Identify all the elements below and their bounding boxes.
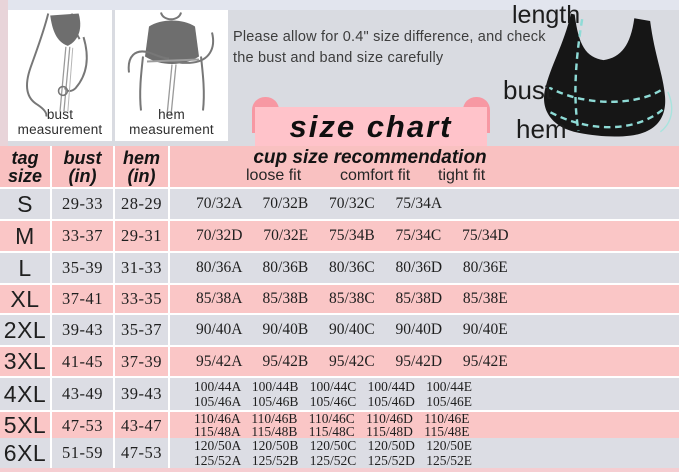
bra-illustration	[544, 13, 673, 137]
left-border-strip	[0, 0, 8, 146]
hem-label: hem	[516, 114, 567, 144]
size-tag: 2XL	[0, 315, 50, 345]
cup-sizes: 120/50A 120/50B 120/50C 120/50D 120/50E …	[170, 438, 679, 468]
size-tag: 6XL	[0, 438, 50, 468]
hem-range: 35-37	[115, 315, 168, 345]
size-tag: 4XL	[0, 378, 50, 410]
length-label: length	[512, 1, 581, 29]
hem-range: 33-35	[115, 285, 168, 313]
hem-range: 39-43	[115, 378, 168, 410]
size-tag: M	[0, 221, 50, 251]
hem-range: 29-31	[115, 221, 168, 251]
table-header-row: tag size bust (in) hem (in) cup size rec…	[0, 146, 679, 187]
length-measure-line	[574, 18, 584, 132]
size-tag: L	[0, 253, 50, 283]
banner-body: size chart	[255, 107, 487, 146]
bust-range: 33-37	[52, 221, 113, 251]
cup-sizes: 70/32D 70/32E 75/34B 75/34C 75/34D	[170, 221, 679, 251]
table-row-s: S 29-33 28-29 70/32A 70/32B 70/32C 75/34…	[0, 189, 679, 219]
bust-range: 51-59	[52, 438, 113, 468]
hem-range: 31-33	[115, 253, 168, 283]
col-header-tight-fit: tight fit	[438, 167, 486, 184]
cup-size-title: cup size recommendation	[253, 147, 487, 168]
size-tag: 5XL	[0, 412, 50, 439]
size-tag: XL	[0, 285, 50, 313]
cup-sizes: 70/32A 70/32B 70/32C 75/34A	[170, 189, 679, 219]
col-header-loose-fit: loose fit	[246, 167, 302, 184]
bust-label: bust	[503, 75, 553, 105]
hem-range: 37-39	[115, 347, 168, 376]
hem-range: 43-47	[115, 412, 168, 439]
size-table: tag size bust (in) hem (in) cup size rec…	[0, 146, 679, 472]
hem-measurement-card: hem measurement	[115, 10, 228, 141]
bust-range: 29-33	[52, 189, 113, 219]
bust-range: 43-49	[52, 378, 113, 410]
hem-measurement-illustration	[127, 12, 214, 116]
cup-sizes: 95/42A 95/42B 95/42C 95/42D 95/42E	[170, 347, 679, 376]
table-row-4xl: 4XL 43-49 39-43 100/44A 100/44B 100/44C …	[0, 378, 679, 410]
table-row-2xl: 2XL 39-43 35-37 90/40A 90/40B 90/40C 90/…	[0, 315, 679, 345]
cup-sizes: 100/44A 100/44B 100/44C 100/44D 100/44E …	[170, 378, 679, 410]
bust-measurement-card: bust measurement	[8, 10, 112, 141]
bust-range: 47-53	[52, 412, 113, 439]
cup-sizes: 85/38A 85/38B 85/38C 85/38D 85/38E	[170, 285, 679, 313]
table-row-5xl: 5XL 47-53 43-47 110/46A 110/46B 110/46C …	[0, 412, 679, 439]
cup-sizes: 80/36A 80/36B 80/36C 80/36D 80/36E	[170, 253, 679, 283]
cup-sizes: 110/46A 110/46B 110/46C 110/46D 110/46E …	[170, 412, 679, 439]
size-notice-line1: Please allow for 0.4" size difference, a…	[233, 29, 546, 45]
bust-measurement-illustration	[26, 13, 88, 117]
table-row-l: L 35-39 31-33 80/36A 80/36B 80/36C 80/36…	[0, 253, 679, 283]
size-notice: Please allow for 0.4" size difference, a…	[233, 27, 546, 69]
bottom-border-strip	[0, 468, 679, 472]
hem-measurement-caption: hem measurement	[129, 107, 214, 137]
top-border-strip	[0, 0, 679, 10]
col-header-bust: bust (in)	[52, 146, 113, 187]
hem-measure-line	[549, 107, 665, 129]
table-row-6xl: 6XL 51-59 47-53 120/50A 120/50B 120/50C …	[0, 438, 679, 468]
size-tag: 3XL	[0, 347, 50, 376]
col-header-hem: hem (in)	[115, 146, 168, 187]
table-row-3xl: 3XL 41-45 37-39 95/42A 95/42B 95/42C 95/…	[0, 347, 679, 376]
size-notice-line2: the bust and band size carefully	[233, 50, 444, 66]
hem-range: 47-53	[115, 438, 168, 468]
col-header-comfort-fit: comfort fit	[340, 167, 411, 184]
table-row-m: M 33-37 29-31 70/32D 70/32E 75/34B 75/34…	[0, 221, 679, 251]
bust-range: 39-43	[52, 315, 113, 345]
table-row-xl: XL 37-41 33-35 85/38A 85/38B 85/38C 85/3…	[0, 285, 679, 313]
cup-sizes: 90/40A 90/40B 90/40C 90/40D 90/40E	[170, 315, 679, 345]
col-header-cup-size: cup size recommendation loose fit comfor…	[170, 146, 679, 187]
size-tag: S	[0, 189, 50, 219]
bra-product-image	[530, 6, 679, 145]
bust-range: 37-41	[52, 285, 113, 313]
bust-measure-line	[546, 85, 665, 104]
size-chart-banner: size chart	[252, 97, 490, 146]
bust-range: 41-45	[52, 347, 113, 376]
bust-range: 35-39	[52, 253, 113, 283]
bust-measurement-caption: bust measurement	[17, 107, 103, 137]
hem-range: 28-29	[115, 189, 168, 219]
col-header-tag-size: tag size	[0, 146, 50, 187]
page-title: size chart	[289, 108, 453, 144]
